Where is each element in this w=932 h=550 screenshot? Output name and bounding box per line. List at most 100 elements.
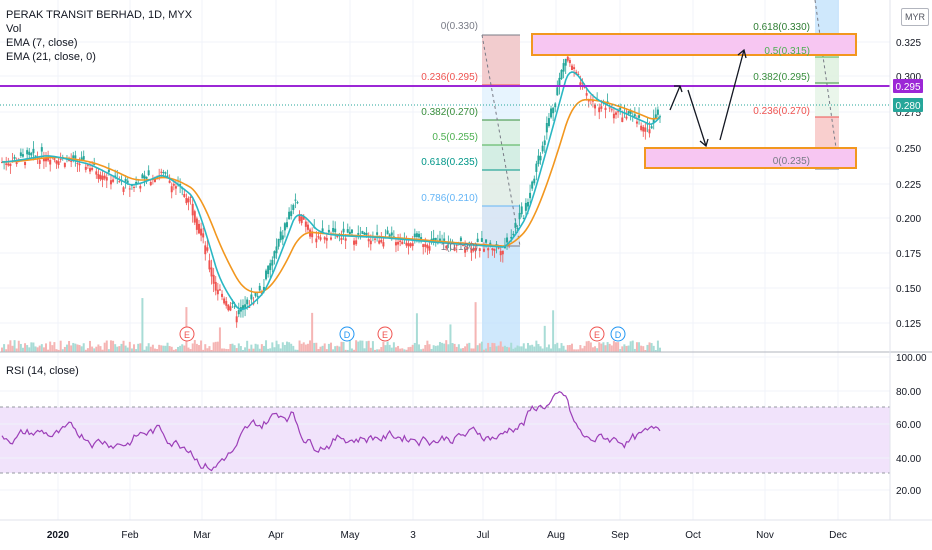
zone-lower[interactable] [644,147,857,169]
time-axis[interactable]: 2020 Feb Mar Apr May 3 Jul Aug Sep Oct Nov Dec [47,530,847,541]
currency-badge[interactable]: MYR [901,8,929,26]
candle-body [319,237,322,240]
event-markers[interactable]: E D E E D [179,326,626,342]
candle-body [598,107,601,113]
candle-body [311,231,314,238]
candle-body [300,216,303,224]
candle-body [650,126,653,129]
candle-body [656,109,659,115]
volume-bar [401,348,404,352]
volume-bar [336,345,339,352]
volume-bar [617,342,620,352]
candle-body [172,183,175,186]
price-tick-label: 0.275 [896,108,921,119]
candle-body [294,199,297,201]
candle-body [191,203,194,216]
candle-body [47,157,50,161]
candle-body [241,305,244,310]
legend-ema-21[interactable]: EMA (21, close, 0) [6,51,96,63]
symbol-title[interactable]: PERAK TRANSIT BERHAD, 1D, MYX [6,9,193,21]
volume-bar [397,345,400,352]
volume-bar [566,345,569,352]
candle-body [149,181,152,186]
volume-bar [596,348,599,352]
earnings-marker[interactable]: E [179,326,195,342]
candle-body [45,157,48,162]
candle-body [522,217,525,219]
volume-bar [63,346,66,352]
volume-bar [288,342,291,352]
rsi-legend[interactable]: RSI (14, close) [6,365,79,377]
dividend-marker[interactable]: D [610,326,626,342]
volume-bar [221,348,224,352]
candle-body [250,294,253,300]
volume-bar [229,343,232,352]
candle-body [185,197,188,204]
volume-bar [315,342,318,352]
volume-bar [650,343,653,352]
candle-body [552,107,555,114]
candle-body [99,174,102,180]
rsi-axis[interactable]: 100.00 80.00 60.00 40.00 20.00 [896,353,927,497]
volume-bar [49,341,52,352]
candle-body [409,243,412,247]
volume-bar [591,347,594,352]
candle-body [9,163,12,167]
volume-bar [409,346,412,352]
candle-body [411,243,414,247]
candle-body [348,231,351,235]
volume-bar [359,340,362,352]
svg-text:E: E [184,330,190,340]
candle-body [42,158,45,162]
earnings-marker[interactable]: E [589,326,605,342]
candle-body [556,87,559,96]
volume-bar [38,345,41,352]
volume-bar [267,348,270,352]
volume-bar [594,346,597,352]
candle-body [221,293,224,297]
candle-body [28,151,31,155]
volume-bar [344,349,347,352]
candle-body [361,231,364,234]
volume-bar [309,340,312,352]
ema-7-line [1,71,661,311]
price-axis[interactable]: 0.325 0.300 0.275 0.250 0.225 0.200 0.175 0.150… [896,38,921,330]
volume-bar [493,343,496,352]
volume-bar [191,343,194,352]
candle-body [86,164,89,166]
candle-body [518,212,521,220]
volume-bar [34,346,37,352]
dividend-marker[interactable]: D [339,326,355,342]
legend-volume[interactable]: Vol [6,23,22,35]
rsi-line [1,391,661,472]
candle-body [218,289,221,291]
candle-body [30,153,33,156]
candle-body [640,125,643,131]
projection-arrows[interactable] [669,48,747,148]
volume-bar [348,340,351,352]
svg-text:D: D [615,330,622,340]
volume-bar [17,340,20,352]
fib-label: 0.5(0.255) [432,132,478,143]
volume-bar [365,341,368,352]
volume-bar [394,347,397,352]
volume-bar [1,347,3,352]
candle-body [112,179,115,182]
volume-bar [631,340,634,352]
candle-body [271,259,274,266]
candle-body [405,242,408,246]
volume-bar [204,344,207,352]
candle-body [174,186,177,189]
volume-bar [459,348,462,352]
candle-body [235,316,238,323]
rsi-tick-label: 60.00 [896,420,921,431]
candle-body [531,181,534,189]
zone-upper[interactable] [531,33,857,56]
volume-bar [149,346,152,352]
earnings-marker[interactable]: E [377,326,393,342]
candle-body [244,304,247,308]
legend-ema-7[interactable]: EMA (7, close) [6,37,78,49]
volume-bar [587,340,590,352]
volume-bar [233,345,236,352]
